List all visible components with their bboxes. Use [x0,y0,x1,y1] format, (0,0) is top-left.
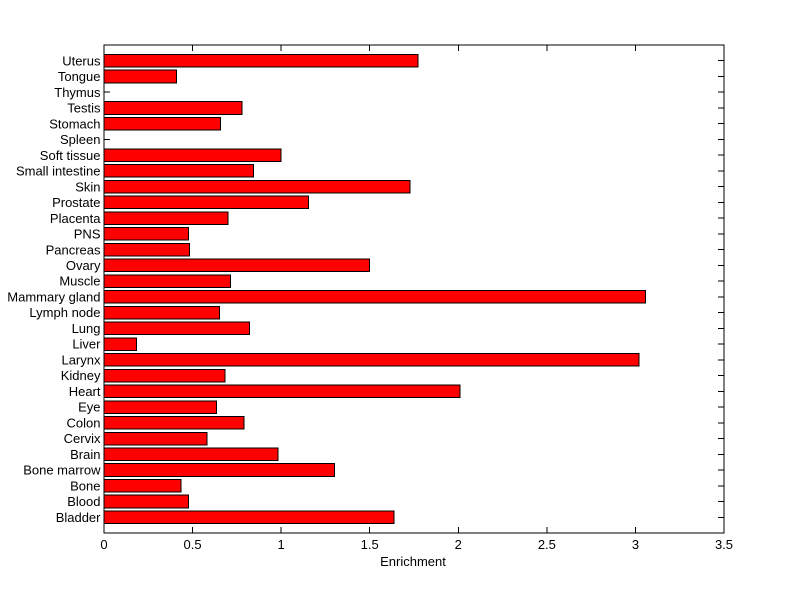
svg-text:Uterus: Uterus [62,53,101,68]
svg-text:Larynx: Larynx [61,352,101,367]
svg-text:Stomach: Stomach [49,116,100,131]
svg-text:Heart: Heart [69,384,101,399]
svg-text:PNS: PNS [74,227,101,242]
svg-text:Cervix: Cervix [64,431,101,446]
svg-text:Eye: Eye [78,400,100,415]
svg-text:2: 2 [455,537,462,552]
svg-text:1: 1 [278,537,285,552]
svg-text:3.5: 3.5 [715,537,733,552]
svg-text:Bladder: Bladder [56,510,101,525]
svg-text:Blood: Blood [67,494,100,509]
svg-text:Bone marrow: Bone marrow [23,463,101,478]
svg-text:Lymph node: Lymph node [29,305,100,320]
svg-text:Prostate: Prostate [52,195,100,210]
svg-text:1.5: 1.5 [361,537,379,552]
svg-text:Tongue: Tongue [58,69,101,84]
svg-text:2.5: 2.5 [538,537,556,552]
svg-text:Spleen: Spleen [60,132,100,147]
svg-text:Placenta: Placenta [50,211,101,226]
svg-text:Colon: Colon [67,415,101,430]
svg-text:Brain: Brain [70,447,100,462]
svg-text:Small intestine: Small intestine [16,164,101,179]
svg-text:Ovary: Ovary [66,258,101,273]
svg-text:Muscle: Muscle [59,274,100,289]
svg-text:Kidney: Kidney [61,368,101,383]
svg-text:0: 0 [100,537,107,552]
svg-text:0.5: 0.5 [184,537,202,552]
svg-text:3: 3 [632,537,639,552]
svg-text:Soft tissue: Soft tissue [40,148,101,163]
svg-text:Lung: Lung [72,321,101,336]
svg-text:Liver: Liver [72,337,101,352]
svg-text:Enrichment: Enrichment [380,554,446,569]
svg-text:Testis: Testis [67,101,101,116]
svg-text:Skin: Skin [75,179,100,194]
svg-text:Mammary gland: Mammary gland [7,289,100,304]
svg-text:Pancreas: Pancreas [46,242,101,257]
svg-text:Thymus: Thymus [54,85,101,100]
svg-text:Bone: Bone [70,478,100,493]
